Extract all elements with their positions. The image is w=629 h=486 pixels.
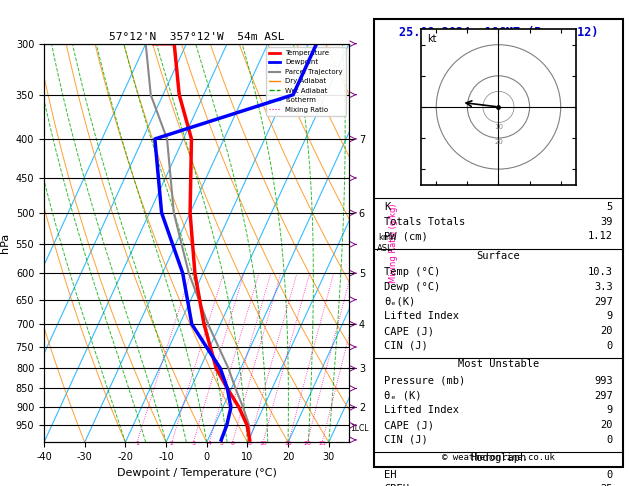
Text: 15: 15 (285, 441, 292, 446)
Text: Surface: Surface (477, 251, 520, 260)
Text: CAPE (J): CAPE (J) (384, 420, 434, 430)
Text: 297: 297 (594, 391, 613, 400)
Y-axis label: hPa: hPa (0, 233, 10, 253)
Text: 10.3: 10.3 (587, 267, 613, 277)
Text: Mixing Ratio (g/kg): Mixing Ratio (g/kg) (389, 203, 398, 283)
Text: 5: 5 (220, 441, 224, 446)
Text: 3.3: 3.3 (594, 282, 613, 292)
Text: Totals Totals: Totals Totals (384, 217, 465, 226)
Text: Lifted Index: Lifted Index (384, 312, 459, 321)
Text: CIN (J): CIN (J) (384, 435, 428, 445)
Text: SREH: SREH (384, 485, 409, 486)
Text: 39: 39 (600, 217, 613, 226)
Text: Dewp (°C): Dewp (°C) (384, 282, 440, 292)
Text: 0: 0 (606, 435, 613, 445)
Text: 297: 297 (594, 296, 613, 307)
Text: Most Unstable: Most Unstable (458, 359, 539, 369)
Text: 9: 9 (606, 405, 613, 416)
Text: 2: 2 (170, 441, 174, 446)
Text: 25.09.2024  18GMT (Base: 12): 25.09.2024 18GMT (Base: 12) (399, 26, 598, 39)
Text: 1LCL: 1LCL (350, 424, 369, 433)
Text: 10: 10 (259, 441, 267, 446)
Y-axis label: km
ASL: km ASL (377, 233, 392, 253)
Text: 1.12: 1.12 (587, 231, 613, 242)
Text: 20: 20 (494, 139, 503, 145)
X-axis label: Dewpoint / Temperature (°C): Dewpoint / Temperature (°C) (116, 468, 277, 478)
Text: 4: 4 (207, 441, 211, 446)
Text: 5: 5 (606, 202, 613, 212)
Text: 0: 0 (606, 341, 613, 351)
Text: 993: 993 (594, 376, 613, 386)
Text: 25: 25 (318, 441, 326, 446)
Title: 57°12'N  357°12'W  54m ASL: 57°12'N 357°12'W 54m ASL (109, 32, 284, 42)
Text: 20: 20 (600, 326, 613, 336)
Text: θₑ (K): θₑ (K) (384, 391, 421, 400)
Text: 1: 1 (135, 441, 139, 446)
Text: 20: 20 (600, 420, 613, 430)
Text: 6: 6 (230, 441, 235, 446)
Text: 0: 0 (606, 469, 613, 480)
Text: 20: 20 (303, 441, 311, 446)
Text: PW (cm): PW (cm) (384, 231, 428, 242)
Legend: Temperature, Dewpoint, Parcel Trajectory, Dry Adiabat, Wet Adiabat, Isotherm, Mi: Temperature, Dewpoint, Parcel Trajectory… (267, 47, 345, 116)
Text: 8: 8 (248, 441, 252, 446)
Text: 9: 9 (606, 312, 613, 321)
Text: 25: 25 (600, 485, 613, 486)
Text: © weatheronline.co.uk: © weatheronline.co.uk (442, 453, 555, 462)
Text: θₑ(K): θₑ(K) (384, 296, 415, 307)
Text: Hodograph: Hodograph (470, 453, 526, 463)
Text: 3: 3 (191, 441, 196, 446)
Text: 10: 10 (494, 124, 503, 130)
Text: CAPE (J): CAPE (J) (384, 326, 434, 336)
Text: Pressure (mb): Pressure (mb) (384, 376, 465, 386)
Text: Temp (°C): Temp (°C) (384, 267, 440, 277)
Text: Lifted Index: Lifted Index (384, 405, 459, 416)
Text: kt: kt (427, 34, 437, 44)
Text: CIN (J): CIN (J) (384, 341, 428, 351)
Text: K: K (384, 202, 391, 212)
Text: EH: EH (384, 469, 397, 480)
